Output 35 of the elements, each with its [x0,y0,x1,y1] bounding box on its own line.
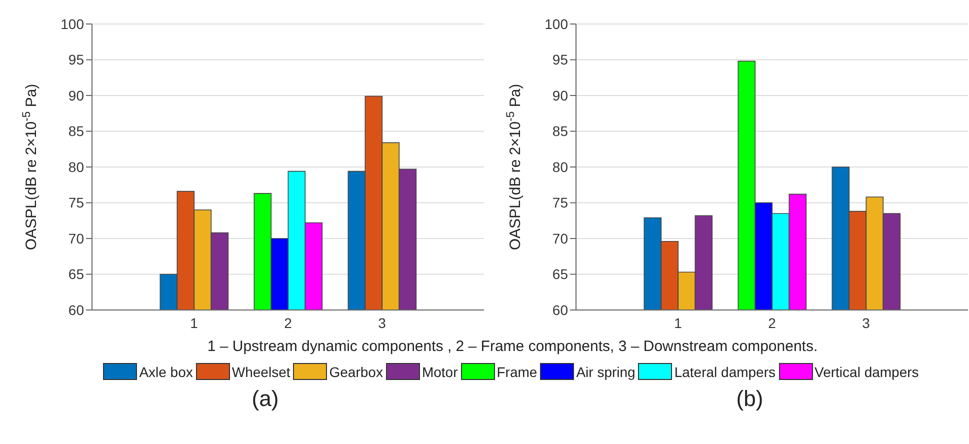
y-tick-label: 80 [68,158,84,175]
y-tick-label: 70 [552,230,568,246]
legend-label: Axle box [139,364,193,380]
y-tick-label: 70 [68,230,84,246]
x-tick-label: 3 [378,314,386,331]
x-tick-label: 2 [284,314,292,331]
legend-label: Air spring [576,364,636,380]
y-tick-label: 100 [544,16,568,32]
y-tick-label: 80 [552,158,568,175]
y-tick-label: 100 [60,16,84,32]
y-tick-label: 60 [552,302,568,318]
y-tick-label: 95 [552,52,568,68]
y-tick-label: 85 [68,123,84,140]
y-tick-label: 85 [552,123,568,140]
x-tick-label: 3 [862,314,870,331]
legend-label: Frame [496,364,538,380]
y-tick-label: 75 [552,194,568,211]
text: (b) [736,386,764,411]
legend-label: Motor [422,364,458,380]
y-tick-label: 75 [68,194,84,211]
x-tick-label: 2 [768,314,776,331]
x-tick-label: 1 [190,314,198,331]
legend-label: Gearbox [329,364,383,380]
x-tick-label: 1 [674,314,682,331]
y-tick-label: 95 [68,52,84,68]
y-tick-label: 65 [552,266,568,282]
x-axis-title: 1 – Upstream dynamic components , 2 – Frame components, 3 – Downstream components. [206,338,819,355]
y-tick-label: 65 [68,266,84,282]
legend-label: Wheelset [232,364,290,380]
legend-label: Lateral dampers [674,364,776,380]
text: (a) [252,386,279,411]
y-tick-label: 90 [552,87,568,104]
y-tick-label: 60 [68,302,84,318]
legend-label: Vertical dampers [814,364,919,380]
y-tick-label: 90 [68,87,84,104]
